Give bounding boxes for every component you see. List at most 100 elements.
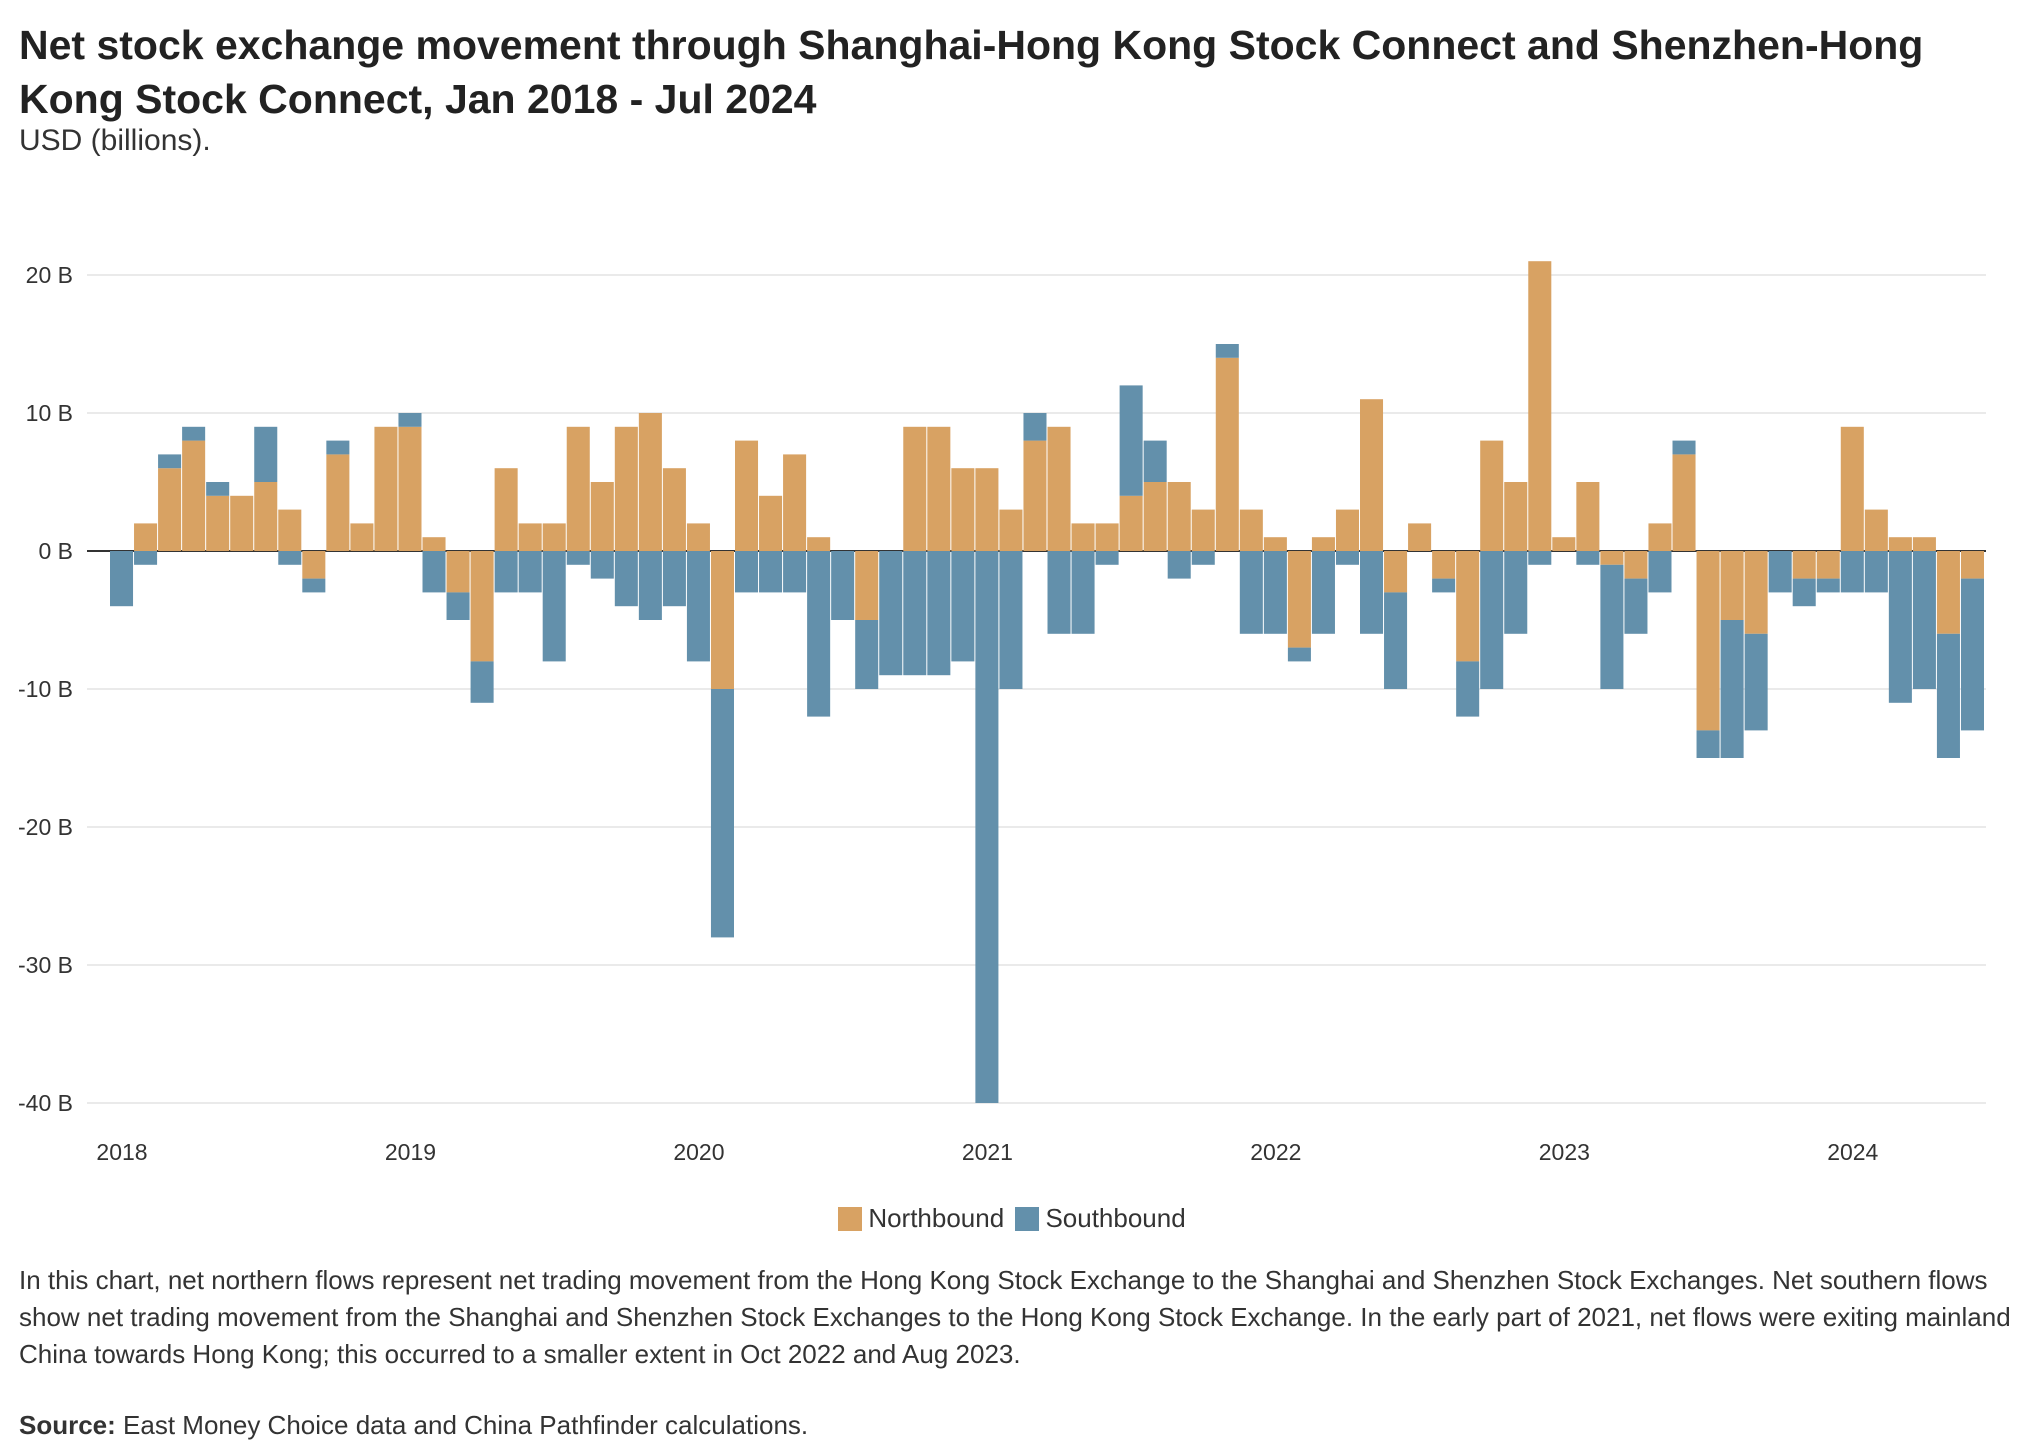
bar-southbound[interactable] — [1792, 578, 1816, 607]
bar-northbound[interactable] — [1432, 551, 1456, 579]
bar-northbound[interactable] — [1071, 523, 1095, 551]
bar-northbound[interactable] — [206, 495, 230, 551]
bar-northbound[interactable] — [975, 468, 999, 551]
bar-southbound[interactable] — [1528, 551, 1552, 565]
bar-northbound[interactable] — [807, 537, 831, 551]
bar-northbound[interactable] — [1360, 399, 1384, 551]
bar-northbound[interactable] — [1600, 551, 1624, 565]
bar-northbound[interactable] — [662, 468, 686, 551]
bar-northbound[interactable] — [326, 454, 350, 551]
bar-southbound[interactable] — [110, 551, 134, 607]
bar-southbound[interactable] — [566, 551, 590, 565]
bar-southbound[interactable] — [686, 551, 710, 662]
bar-southbound[interactable] — [1335, 551, 1359, 565]
bar-northbound[interactable] — [1456, 551, 1480, 662]
bar-northbound[interactable] — [1792, 551, 1816, 579]
bar-northbound[interactable] — [1311, 537, 1335, 551]
bar-southbound[interactable] — [1167, 551, 1191, 579]
bar-southbound[interactable] — [855, 620, 879, 689]
bar-northbound[interactable] — [422, 537, 446, 551]
bar-southbound[interactable] — [1960, 578, 1984, 731]
bar-southbound[interactable] — [446, 592, 470, 620]
bar-northbound[interactable] — [494, 468, 518, 551]
bar-southbound[interactable] — [1071, 551, 1095, 634]
bar-southbound[interactable] — [1191, 551, 1215, 565]
bar-southbound[interactable] — [1768, 551, 1792, 593]
bar-southbound[interactable] — [951, 551, 975, 662]
bar-northbound[interactable] — [230, 495, 254, 551]
bar-southbound[interactable] — [1143, 440, 1167, 482]
bar-northbound[interactable] — [1576, 482, 1600, 551]
bar-northbound[interactable] — [1552, 537, 1576, 551]
bar-northbound[interactable] — [518, 523, 542, 551]
bar-southbound[interactable] — [1287, 647, 1311, 662]
bar-northbound[interactable] — [1840, 426, 1864, 551]
bar-northbound[interactable] — [1239, 509, 1263, 551]
bar-southbound[interactable] — [1672, 440, 1696, 455]
bar-southbound[interactable] — [999, 551, 1023, 689]
bar-southbound[interactable] — [206, 482, 230, 496]
bar-northbound[interactable] — [1816, 551, 1840, 579]
bar-northbound[interactable] — [855, 551, 879, 620]
bar-southbound[interactable] — [1816, 578, 1840, 593]
bar-southbound[interactable] — [278, 551, 302, 565]
bar-southbound[interactable] — [1119, 385, 1143, 496]
bar-northbound[interactable] — [278, 509, 302, 551]
legend-item-northbound[interactable]: Northbound — [838, 1203, 1004, 1234]
bar-southbound[interactable] — [1384, 592, 1408, 689]
bar-northbound[interactable] — [1143, 482, 1167, 551]
bar-southbound[interactable] — [927, 551, 951, 676]
bar-northbound[interactable] — [1864, 509, 1888, 551]
bar-northbound[interactable] — [1119, 495, 1143, 551]
bar-northbound[interactable] — [446, 551, 470, 593]
bar-northbound[interactable] — [1408, 523, 1432, 551]
bar-northbound[interactable] — [470, 551, 494, 662]
bar-northbound[interactable] — [1528, 261, 1552, 551]
bar-southbound[interactable] — [1696, 730, 1720, 758]
bar-northbound[interactable] — [254, 482, 278, 551]
bar-northbound[interactable] — [542, 523, 566, 551]
bar-southbound[interactable] — [182, 426, 206, 441]
bar-southbound[interactable] — [1624, 578, 1648, 634]
bar-northbound[interactable] — [1191, 509, 1215, 551]
bar-southbound[interactable] — [302, 578, 326, 593]
bar-northbound[interactable] — [1624, 551, 1648, 579]
bar-northbound[interactable] — [735, 440, 759, 551]
bar-northbound[interactable] — [951, 468, 975, 551]
bar-northbound[interactable] — [1912, 537, 1936, 551]
bar-southbound[interactable] — [398, 413, 422, 427]
legend-item-southbound[interactable]: Southbound — [1015, 1203, 1186, 1234]
bar-northbound[interactable] — [590, 482, 614, 551]
bar-northbound[interactable] — [566, 426, 590, 551]
bar-southbound[interactable] — [1912, 551, 1936, 689]
bar-northbound[interactable] — [1504, 482, 1528, 551]
bar-southbound[interactable] — [590, 551, 614, 579]
bar-southbound[interactable] — [326, 440, 350, 455]
bar-southbound[interactable] — [1576, 551, 1600, 565]
bar-southbound[interactable] — [638, 551, 662, 620]
bar-northbound[interactable] — [1167, 482, 1191, 551]
bar-southbound[interactable] — [470, 661, 494, 703]
bar-southbound[interactable] — [1888, 551, 1912, 703]
bar-northbound[interactable] — [302, 551, 326, 579]
bar-northbound[interactable] — [614, 426, 638, 551]
bar-southbound[interactable] — [1311, 551, 1335, 634]
bar-southbound[interactable] — [759, 551, 783, 593]
bar-northbound[interactable] — [710, 551, 734, 689]
bar-northbound[interactable] — [686, 523, 710, 551]
bar-northbound[interactable] — [1696, 551, 1720, 731]
bar-northbound[interactable] — [134, 523, 158, 551]
bar-northbound[interactable] — [999, 509, 1023, 551]
bar-southbound[interactable] — [518, 551, 542, 593]
bar-southbound[interactable] — [1239, 551, 1263, 634]
bar-northbound[interactable] — [182, 440, 206, 551]
bar-southbound[interactable] — [1360, 551, 1384, 634]
bar-northbound[interactable] — [1744, 551, 1768, 634]
bar-northbound[interactable] — [1335, 509, 1359, 551]
bar-southbound[interactable] — [831, 551, 855, 620]
bar-southbound[interactable] — [975, 551, 999, 1103]
bar-southbound[interactable] — [1456, 661, 1480, 717]
bar-southbound[interactable] — [1263, 551, 1287, 634]
bar-southbound[interactable] — [1720, 620, 1744, 758]
bar-southbound[interactable] — [1600, 564, 1624, 689]
